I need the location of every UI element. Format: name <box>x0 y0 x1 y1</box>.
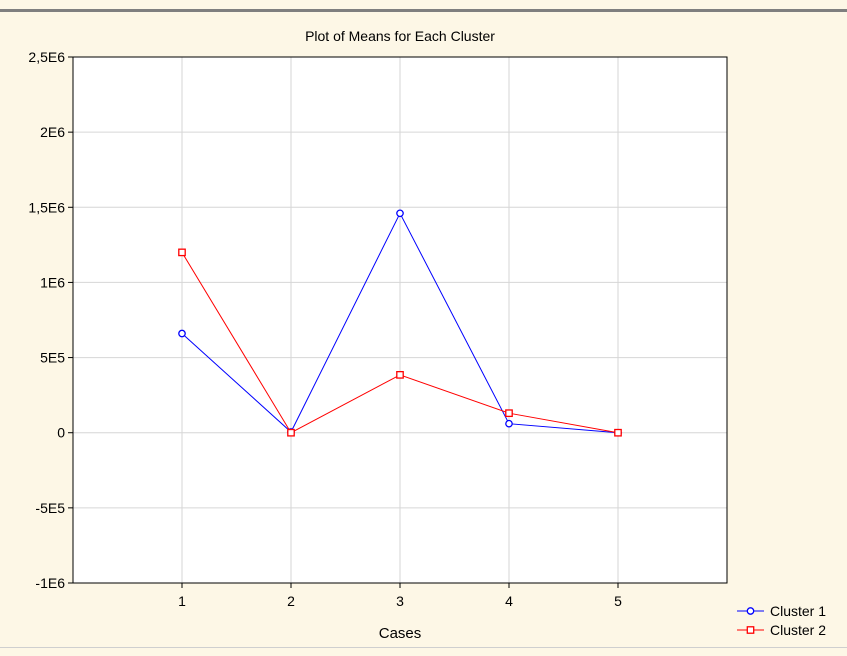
x-tick-label: 1 <box>178 593 186 609</box>
y-tick-label: 2,5E6 <box>28 49 65 65</box>
y-tick-label: 1,5E6 <box>28 199 65 215</box>
chart-title: Plot of Means for Each Cluster <box>305 28 495 44</box>
plot-area: -1E6 -5E5 0 5E5 1E6 1,5E6 2E6 2,5E6 1 2 3 4 5 <box>28 49 728 609</box>
y-tick-label: -1E6 <box>35 575 65 591</box>
data-point <box>614 428 622 437</box>
y-tick-label: -5E5 <box>35 500 65 516</box>
y-tick-label: 1E6 <box>40 274 65 290</box>
window-bottom-border <box>0 647 847 648</box>
x-axis-label: Cases <box>379 625 422 642</box>
data-point <box>505 409 513 418</box>
x-tick-label: 4 <box>505 593 513 609</box>
y-tick-label: 0 <box>57 425 65 441</box>
data-point <box>178 329 186 338</box>
legend-marker <box>746 607 755 615</box>
x-tick-label: 5 <box>614 593 622 609</box>
data-point <box>396 371 404 379</box>
legend: Cluster 1 Cluster 2 <box>737 603 826 638</box>
data-point <box>178 248 186 257</box>
data-point <box>287 428 295 437</box>
data-point <box>396 209 404 218</box>
y-tick-label: 5E5 <box>40 350 65 366</box>
window-top-border <box>0 9 847 12</box>
x-tick-label: 2 <box>287 593 295 609</box>
legend-label: Cluster 1 <box>770 603 826 619</box>
x-tick-label: 3 <box>396 593 404 609</box>
legend-label: Cluster 2 <box>770 622 826 638</box>
y-tick-label: 2E6 <box>40 124 65 140</box>
legend-marker <box>746 626 755 634</box>
data-point <box>505 419 513 428</box>
